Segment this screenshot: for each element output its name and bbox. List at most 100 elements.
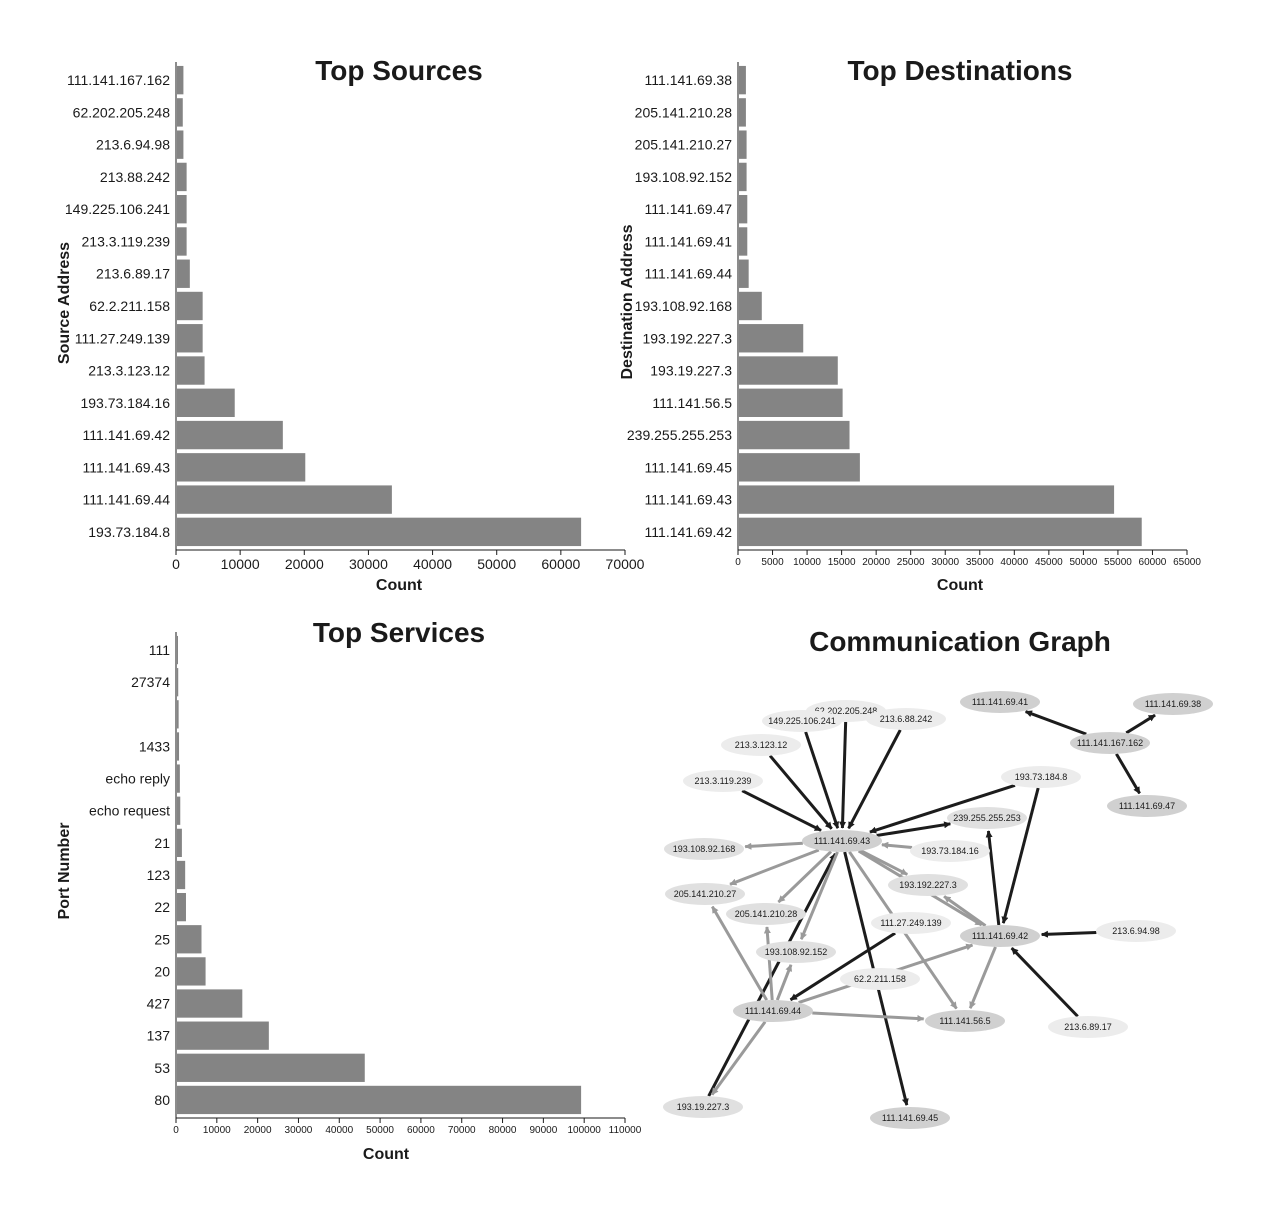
- graph-node: [762, 710, 842, 732]
- graph-node-label: 193.192.227.3: [899, 880, 957, 890]
- top-services-bar: [177, 957, 206, 986]
- top-sources-category-label: 213.6.94.98: [96, 137, 170, 153]
- top-destinations-category-label: 111.141.69.44: [645, 266, 733, 282]
- top-sources-tick-label: 0: [172, 556, 180, 572]
- graph-edge: [775, 964, 793, 1001]
- graph-node: [925, 1010, 1005, 1032]
- top-destinations-tick-label: 30000: [931, 557, 959, 568]
- top-services-bar: [177, 668, 179, 697]
- graph-node-label: 213.6.89.17: [1064, 1022, 1112, 1032]
- graph-node-label: 111.141.69.43: [814, 836, 870, 846]
- top-destinations-category-label: 111.141.56.5: [652, 395, 732, 411]
- graph-node: [683, 770, 763, 792]
- graph-edge: [744, 841, 803, 850]
- top-services-tick-label: 90000: [529, 1125, 557, 1136]
- top-sources-bar: [177, 420, 283, 450]
- top-sources-tick-label: 40000: [413, 556, 452, 572]
- graph-node: [802, 830, 882, 852]
- top-sources-category-label: 111.141.69.42: [83, 427, 171, 443]
- graph-node: [664, 838, 744, 860]
- graph-node: [665, 883, 745, 905]
- top-services-tick-label: 100000: [567, 1125, 601, 1136]
- top-destinations-category-label: 239.255.255.253: [627, 427, 732, 443]
- graph-node: [663, 1096, 743, 1118]
- top-sources-category-label: 111.141.69.43: [83, 459, 171, 475]
- top-services-tick-label: 60000: [407, 1125, 435, 1136]
- top-destinations-category-label: 193.108.92.168: [635, 298, 733, 314]
- top-destinations-chart: Top Destinations Destination Address Cou…: [619, 55, 1201, 594]
- top-services-bar: [177, 635, 178, 665]
- graph-edge: [707, 852, 837, 1097]
- top-destinations-tick-label: 20000: [862, 557, 890, 568]
- top-destinations-bar: [739, 195, 748, 224]
- graph-node-label: 193.108.92.168: [673, 844, 736, 854]
- graph-node-label: 111.141.69.41: [972, 697, 1028, 707]
- graph-node: [756, 941, 836, 963]
- top-services-category-label: 21: [154, 835, 170, 851]
- graph-edge: [943, 895, 987, 927]
- top-sources-bar: [177, 162, 187, 192]
- graph-node-label: 111.141.69.44: [745, 1006, 801, 1016]
- graph-node: [870, 1107, 950, 1129]
- top-services-bar: [177, 1085, 582, 1115]
- graph-edge: [1024, 710, 1087, 736]
- top-services-bar: [177, 1053, 365, 1082]
- top-services-title: Top Services: [313, 617, 485, 648]
- top-services-category-label: 427: [147, 996, 171, 1012]
- top-sources-bar: [177, 98, 183, 127]
- top-sources-tick-label: 60000: [541, 556, 580, 572]
- graph-node-label: 111.141.69.38: [1145, 699, 1201, 709]
- top-sources-bar: [177, 485, 392, 514]
- graph-node: [960, 925, 1040, 947]
- graph-node: [1107, 795, 1187, 817]
- top-destinations-bar: [739, 388, 843, 417]
- top-destinations-ylabel: Destination Address: [619, 224, 636, 379]
- top-services-ylabel: Port Number: [56, 823, 73, 920]
- top-destinations-tick-label: 35000: [966, 557, 994, 568]
- top-destinations-bar: [739, 485, 1115, 514]
- top-sources-category-label: 62.202.205.248: [73, 104, 171, 120]
- top-sources-category-label: 62.2.211.158: [89, 298, 170, 314]
- top-services-category-label: 27374: [131, 674, 170, 690]
- top-destinations-tick-label: 40000: [1000, 557, 1028, 568]
- top-sources-tick-label: 70000: [606, 556, 645, 572]
- top-services-category-label: 1433: [139, 738, 170, 754]
- graph-node-label: 205.141.210.27: [674, 889, 737, 899]
- top-destinations-category-label: 111.141.69.41: [645, 233, 733, 249]
- graph-node-label: 213.6.94.98: [1112, 926, 1160, 936]
- top-destinations-category-label: 193.192.227.3: [642, 330, 732, 346]
- graph-edge: [1040, 930, 1097, 938]
- graph-node-label: 213.6.88.242: [880, 714, 933, 724]
- top-destinations-tick-label: 45000: [1035, 557, 1063, 568]
- top-services-bar: [177, 828, 182, 858]
- graph-edge: [711, 905, 768, 1001]
- graph-edge: [839, 721, 848, 829]
- top-destinations-tick-label: 0: [735, 557, 741, 568]
- top-sources-category-label: 213.6.89.17: [96, 266, 170, 282]
- top-sources-category-label: 111.141.69.44: [83, 492, 171, 508]
- graph-edge: [799, 851, 839, 940]
- top-destinations-tick-label: 55000: [1104, 557, 1132, 568]
- top-destinations-bar: [739, 324, 804, 353]
- graph-node: [910, 840, 990, 862]
- top-services-bar: [177, 764, 180, 793]
- top-destinations-tick-label: 10000: [793, 557, 821, 568]
- top-destinations-bar: [739, 291, 762, 321]
- top-services-category-label: 53: [154, 1060, 170, 1076]
- top-destinations-category-label: 111.141.69.43: [645, 492, 733, 508]
- top-sources-category-label: 213.3.119.239: [82, 233, 171, 249]
- top-services-tick-label: 80000: [489, 1125, 517, 1136]
- graph-node-label: 62.202.205.248: [815, 706, 878, 716]
- top-services-marks: 111 27374 1433 echo reply echo request 21 123 2…: [89, 632, 642, 1136]
- graph-node: [947, 807, 1027, 829]
- top-services-category-label: 20: [154, 963, 170, 979]
- graph-edge: [876, 821, 952, 837]
- graph-edge: [763, 926, 774, 1001]
- top-sources-tick-label: 20000: [285, 556, 324, 572]
- top-sources-bar: [177, 324, 203, 353]
- top-services-tick-label: 110000: [609, 1125, 642, 1136]
- graph-node-label: 239.255.255.253: [953, 813, 1021, 823]
- top-sources-category-label: 193.73.184.16: [80, 395, 170, 411]
- graph-edge: [869, 783, 1016, 834]
